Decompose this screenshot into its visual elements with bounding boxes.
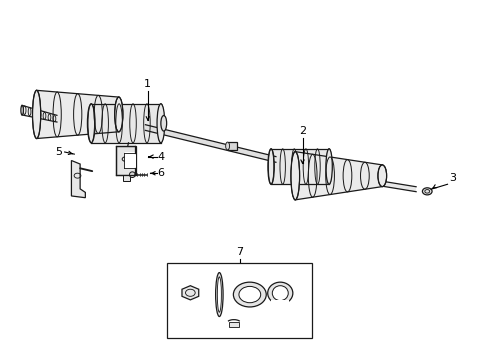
Circle shape (422, 188, 431, 195)
Ellipse shape (217, 277, 221, 312)
Bar (228, 322, 238, 327)
Bar (125, 152, 136, 169)
Ellipse shape (215, 273, 223, 316)
Polygon shape (270, 149, 328, 184)
Text: 7: 7 (236, 247, 243, 257)
Text: 6: 6 (157, 168, 164, 178)
Text: 4: 4 (157, 152, 164, 162)
Ellipse shape (129, 172, 135, 177)
Ellipse shape (21, 105, 23, 115)
Ellipse shape (239, 287, 260, 303)
Bar (271, 300, 288, 306)
Text: 1: 1 (144, 78, 151, 89)
Polygon shape (91, 104, 161, 143)
Ellipse shape (272, 286, 287, 301)
Polygon shape (381, 181, 415, 192)
Bar (227, 142, 237, 150)
Polygon shape (71, 161, 85, 198)
Ellipse shape (233, 282, 265, 307)
FancyBboxPatch shape (116, 146, 136, 175)
Ellipse shape (267, 149, 274, 184)
Polygon shape (295, 152, 382, 200)
Bar (123, 175, 130, 181)
Ellipse shape (290, 152, 299, 200)
Polygon shape (37, 90, 119, 139)
Text: 5: 5 (55, 147, 61, 157)
Polygon shape (182, 286, 198, 300)
Ellipse shape (225, 142, 229, 150)
Ellipse shape (267, 282, 292, 304)
Ellipse shape (325, 149, 332, 184)
Text: 3: 3 (448, 173, 455, 183)
Polygon shape (145, 125, 275, 162)
Polygon shape (22, 105, 57, 122)
Bar (167, 263, 311, 338)
Ellipse shape (161, 116, 166, 131)
Ellipse shape (115, 97, 122, 132)
Ellipse shape (377, 165, 386, 186)
Text: 2: 2 (298, 126, 305, 136)
Ellipse shape (157, 104, 164, 143)
Ellipse shape (32, 90, 41, 139)
Ellipse shape (87, 104, 95, 143)
